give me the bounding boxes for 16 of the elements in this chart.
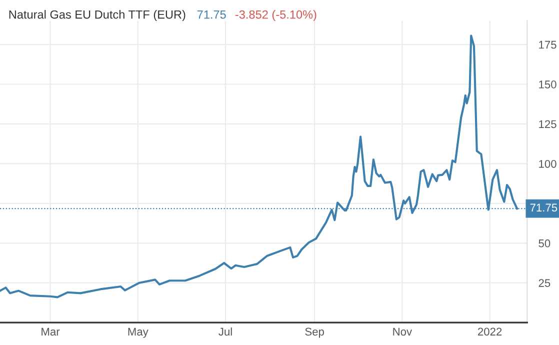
x-tick-label: May	[128, 328, 148, 338]
x-tick-label: Nov	[393, 328, 412, 336]
x-tick-label: 2022	[478, 328, 502, 336]
y-tick-label: 125	[539, 120, 556, 128]
y-tick-label: 175	[539, 40, 556, 49]
ref-line-label: 71.75	[530, 204, 558, 212]
y-tick-label: 50	[538, 239, 550, 248]
chart-title: Natural Gas EU Dutch TTF (EUR)	[9, 10, 186, 22]
y-tick-label: 150	[539, 80, 556, 88]
text: 71.75	[197, 10, 226, 19]
y-tick-label: 25	[538, 279, 550, 287]
x-tick-label: Sep	[305, 328, 324, 338]
x-tick-label: Jul	[218, 327, 232, 336]
annotation: -3.852 (-5.10%)	[235, 10, 316, 22]
y-tick-label: 100	[539, 160, 556, 168]
x-tick-label: Mar	[42, 328, 60, 336]
